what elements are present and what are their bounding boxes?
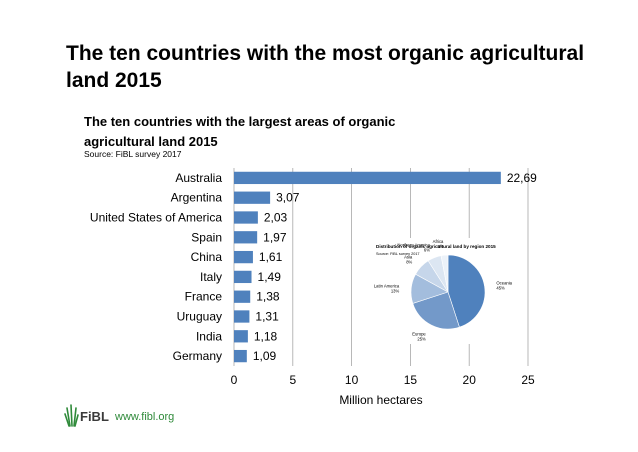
bar: [234, 191, 271, 204]
pie-slice: [412, 291, 460, 330]
bar: [234, 330, 248, 343]
x-tick-label: 25: [521, 373, 535, 387]
data-label: 1,97: [263, 230, 287, 244]
logo-text: FiBL: [80, 409, 109, 424]
category-label: China: [191, 250, 223, 264]
pie-slice: [447, 254, 486, 328]
fibl-leaf-icon: [64, 404, 79, 427]
bar: [234, 250, 253, 264]
pie-label: Latin America 13%: [374, 283, 400, 293]
x-tick-label: 5: [289, 373, 296, 387]
data-label: 1,38: [256, 290, 280, 304]
data-label: 2,03: [264, 211, 288, 225]
category-label: United States of America: [90, 211, 222, 225]
pie-label: Africa 3%: [433, 239, 444, 249]
pie-source: Source: FiBL survey 2017: [376, 252, 420, 256]
fibl-logo: FiBL www.fibl.org: [64, 402, 184, 430]
slide-title: The ten countries with the most organic …: [66, 42, 585, 92]
category-label: Australia: [175, 171, 222, 185]
data-label: 22,69: [507, 171, 537, 185]
data-label: 3,07: [276, 191, 300, 205]
x-axis-label: Million hectares: [339, 393, 422, 407]
category-label: Argentina: [171, 191, 223, 205]
pie-label: Europe 25%: [412, 332, 426, 342]
chart-title: The ten countries with the largest areas…: [84, 114, 396, 149]
data-label: 1,18: [254, 329, 278, 343]
data-label: 1,31: [255, 310, 279, 324]
bar: [234, 270, 252, 284]
category-label: Uruguay: [177, 310, 222, 324]
x-tick-label: 0: [231, 373, 238, 387]
x-tick-label: 10: [345, 373, 359, 387]
pie-label: Northern America 6%: [397, 242, 430, 252]
pie-slice: [440, 254, 449, 293]
bar: [234, 231, 258, 244]
bar: [234, 349, 247, 363]
bar: [234, 310, 250, 323]
bar: [234, 211, 258, 224]
website-link[interactable]: www.fibl.org: [115, 411, 175, 423]
data-label: 1,49: [258, 270, 282, 284]
x-tick-label: 15: [404, 373, 418, 387]
category-label: Italy: [200, 270, 222, 284]
data-label: 1,61: [259, 250, 283, 264]
data-label: 1,09: [253, 349, 277, 363]
chart-source: Source: FiBL survey 2017: [84, 149, 182, 159]
category-label: France: [185, 290, 223, 304]
category-label: Germany: [173, 349, 222, 363]
bar: [234, 290, 251, 303]
bar: [234, 171, 501, 185]
pie-label: Oceania 45%: [496, 280, 512, 290]
category-label: India: [196, 329, 222, 343]
pie-label: Asia 8%: [404, 254, 413, 264]
category-label: Spain: [191, 230, 222, 244]
x-tick-label: 20: [463, 373, 477, 387]
pie-title: Distribution of organic agricultural lan…: [376, 244, 496, 249]
